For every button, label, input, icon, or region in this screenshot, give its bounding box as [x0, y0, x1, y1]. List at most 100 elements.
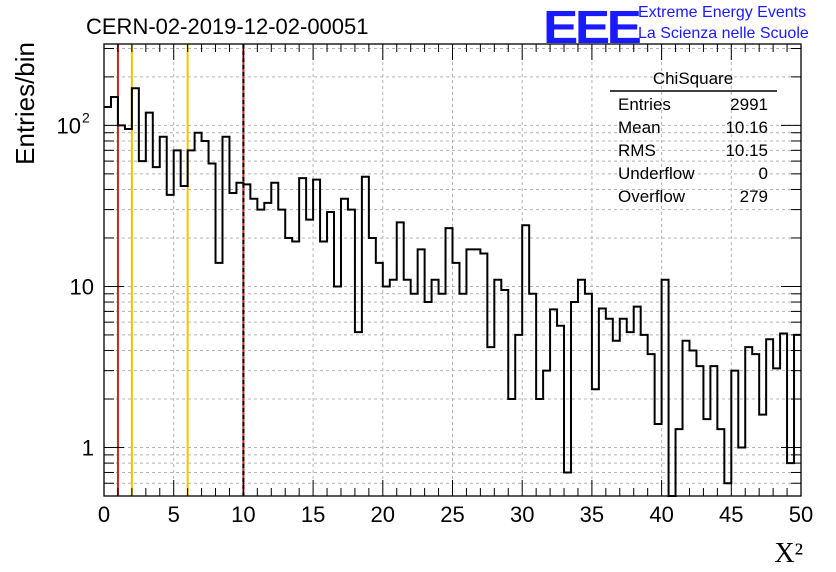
- histogram-bin: [174, 150, 181, 496]
- histogram-bin: [494, 280, 501, 496]
- histogram-bin: [397, 222, 404, 496]
- histogram-bin: [404, 280, 411, 496]
- histogram-bin: [731, 371, 738, 496]
- histogram-bin: [550, 309, 557, 496]
- y-tick-label: 10: [57, 113, 81, 138]
- stats-row-value: 2991: [730, 95, 768, 114]
- histogram-bin: [369, 238, 376, 496]
- histogram-bin: [439, 294, 446, 496]
- histogram-bin: [578, 280, 585, 496]
- x-tick-label: 30: [510, 502, 534, 527]
- logo-line-1: Extreme Energy Events: [638, 4, 807, 21]
- histogram-bin: [676, 429, 683, 496]
- x-tick-label: 20: [371, 502, 395, 527]
- histogram-bin: [508, 399, 515, 496]
- histogram-bin: [425, 302, 432, 496]
- histogram-bin: [585, 294, 592, 496]
- histogram-bin: [515, 335, 522, 496]
- x-axis-label: X²: [774, 538, 803, 569]
- histogram-bin: [160, 137, 167, 496]
- y-tick-label: 1: [82, 436, 94, 461]
- histogram-bin: [703, 419, 710, 496]
- histogram-bin: [446, 228, 453, 496]
- stats-rows: Entries 2991 Mean 10.16 RMS 10.15 Underflow 0 Ov…: [618, 95, 768, 206]
- histogram-bin: [153, 167, 160, 496]
- histogram-bin: [592, 389, 599, 496]
- x-tick-label: 0: [98, 502, 110, 527]
- x-tick-label: 15: [301, 502, 325, 527]
- histogram-bin: [285, 238, 292, 496]
- histogram-bin: [634, 307, 641, 496]
- stats-row-label: Underflow: [618, 164, 695, 183]
- histogram-outline: [104, 87, 801, 497]
- histogram-bin: [683, 341, 690, 496]
- histogram-bin: [132, 88, 139, 496]
- histogram-bin: [648, 354, 655, 496]
- histogram-bin: [710, 366, 717, 496]
- x-tick-label: 5: [168, 502, 180, 527]
- x-tick-label: 45: [719, 502, 743, 527]
- histogram-bin: [348, 210, 355, 496]
- y-tick-label: 10: [70, 274, 94, 299]
- histogram-bin: [766, 339, 773, 496]
- x-tick-label: 10: [231, 502, 255, 527]
- histogram-bin: [278, 210, 285, 496]
- histogram-bin: [216, 263, 223, 496]
- histogram-bin: [362, 177, 369, 496]
- histogram-bin: [306, 220, 313, 496]
- x-tick-label: 35: [580, 502, 604, 527]
- x-tick-label: 25: [440, 502, 464, 527]
- axis-ticks: [103, 44, 802, 497]
- histogram-bin: [181, 186, 188, 496]
- histogram-bin: [745, 347, 752, 496]
- histogram-bin: [104, 107, 111, 496]
- histogram-bin: [752, 354, 759, 496]
- histogram-bin: [334, 286, 341, 496]
- run-title: CERN-02-2019-12-02-00051: [86, 14, 369, 39]
- histogram-bin: [459, 294, 466, 496]
- histogram-bin: [780, 334, 787, 496]
- stats-row-value: 0: [759, 164, 768, 183]
- histogram-bin: [696, 366, 703, 496]
- histogram-bin: [655, 424, 662, 496]
- histogram-bin: [606, 319, 613, 496]
- histogram-bin: [264, 203, 271, 496]
- histogram-bin: [320, 242, 327, 496]
- histogram-bin: [299, 178, 306, 496]
- histogram-bin: [202, 141, 209, 496]
- histogram-bins: [104, 87, 801, 497]
- histogram-bin: [564, 472, 571, 496]
- histogram-bin: [432, 280, 439, 496]
- histogram-bin: [146, 113, 153, 496]
- stats-row-label: Overflow: [618, 187, 686, 206]
- histogram-bin: [292, 242, 299, 496]
- histogram-bin: [794, 335, 801, 496]
- histogram-bin: [627, 332, 634, 496]
- histogram-bin: [641, 335, 648, 496]
- histogram-bin: [111, 97, 118, 496]
- histogram-bin: [689, 351, 696, 496]
- histogram-bin: [118, 125, 125, 496]
- histogram-bin: [355, 332, 362, 496]
- histogram-bin: [473, 249, 480, 496]
- histogram-bin: [613, 341, 620, 496]
- histogram-bin: [599, 308, 606, 496]
- histogram-bin: [724, 483, 731, 496]
- histogram-bin: [773, 368, 780, 496]
- stats-box: ChiSquare Entries 2991 Mean 10.16 RMS 10.15 Un…: [610, 69, 777, 206]
- stats-title: ChiSquare: [653, 69, 733, 88]
- histogram-bin: [466, 249, 473, 496]
- histogram-bin: [787, 463, 794, 496]
- histogram-bin: [188, 150, 195, 496]
- stats-row-label: Mean: [618, 118, 661, 137]
- histogram-bin: [341, 199, 348, 496]
- histogram-bin: [571, 302, 578, 496]
- histogram-bin: [236, 183, 243, 496]
- stats-row-label: Entries: [618, 95, 671, 114]
- histogram-bin: [243, 184, 250, 496]
- histogram-bin: [139, 161, 146, 496]
- histogram-bin: [487, 347, 494, 496]
- grid: [104, 44, 801, 497]
